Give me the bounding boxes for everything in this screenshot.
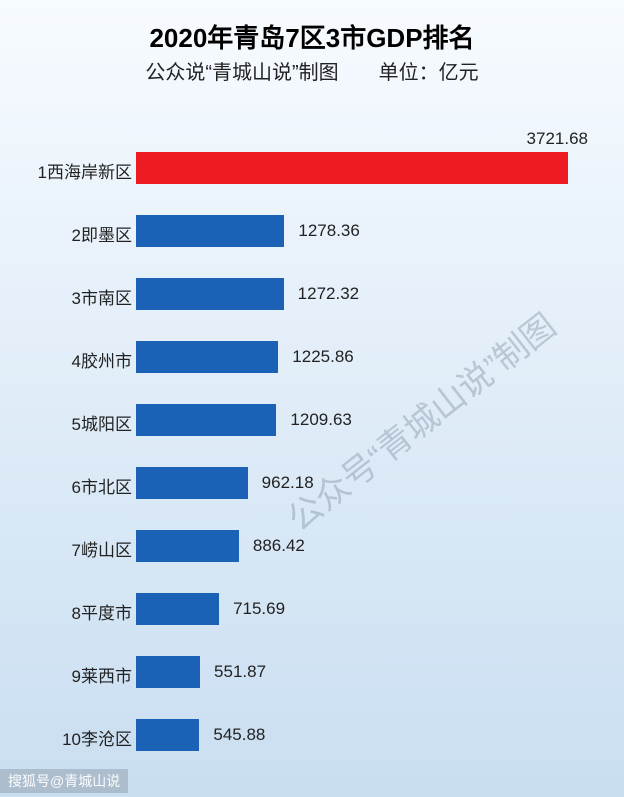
bar-label: 1西海岸新区 (0, 158, 132, 183)
bar-label: 2即墨区 (0, 221, 132, 246)
bar (136, 152, 568, 184)
bar (136, 278, 284, 310)
chart-subtitle: 公众说“青城山说”制图 单位：亿元 (0, 56, 624, 85)
bar-value: 551.87 (214, 662, 266, 682)
bar (136, 719, 199, 751)
bar-label: 6市北区 (0, 473, 132, 498)
bar-label: 8平度市 (0, 599, 132, 624)
bar-label: 10李沧区 (0, 725, 132, 750)
footer-watermark: 搜狐号@青城山说 (0, 769, 128, 793)
bar-value: 715.69 (233, 599, 285, 619)
bar-value: 3721.68 (498, 129, 588, 149)
bar-label: 4胶州市 (0, 347, 132, 372)
bar-value: 1272.32 (298, 284, 359, 304)
bar (136, 656, 200, 688)
bar-value: 886.42 (253, 536, 305, 556)
chart-title: 2020年青岛7区3市GDP排名 (0, 18, 624, 55)
gdp-ranking-bar-chart: 2020年青岛7区3市GDP排名 公众说“青城山说”制图 单位：亿元 公众号“青… (0, 0, 624, 797)
bar (136, 467, 248, 499)
bar-value: 545.88 (213, 725, 265, 745)
bar (136, 593, 219, 625)
bar-label: 9莱西市 (0, 662, 132, 687)
bar (136, 215, 284, 247)
bar-label: 5城阳区 (0, 410, 132, 435)
bar-value: 1209.63 (290, 410, 351, 430)
bar-value: 962.18 (262, 473, 314, 493)
bar (136, 341, 278, 373)
bar (136, 404, 276, 436)
bar (136, 530, 239, 562)
bar-value: 1278.36 (298, 221, 359, 241)
bar-value: 1225.86 (292, 347, 353, 367)
bar-label: 7崂山区 (0, 536, 132, 561)
bar-label: 3市南区 (0, 284, 132, 309)
